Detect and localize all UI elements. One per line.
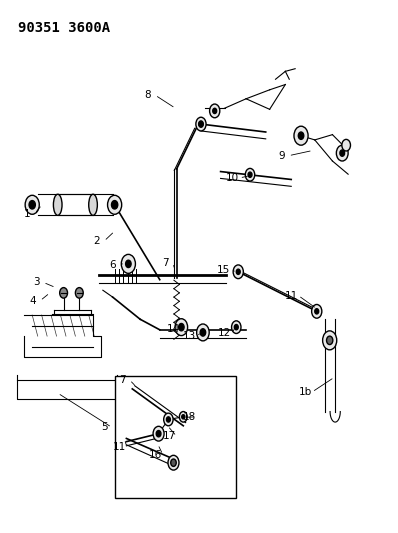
Circle shape [121, 254, 135, 273]
Circle shape [315, 309, 319, 314]
Circle shape [164, 413, 173, 426]
Circle shape [168, 455, 179, 470]
Circle shape [199, 121, 203, 127]
Circle shape [197, 324, 209, 341]
Circle shape [340, 150, 345, 156]
Circle shape [213, 108, 217, 114]
Circle shape [210, 104, 220, 118]
Text: 15: 15 [217, 265, 230, 275]
Circle shape [153, 426, 164, 441]
Text: 7: 7 [162, 258, 169, 268]
Circle shape [182, 415, 185, 419]
Circle shape [179, 324, 184, 331]
Circle shape [166, 417, 170, 422]
Text: 3: 3 [33, 277, 39, 287]
Ellipse shape [89, 194, 98, 215]
Text: 90351 3600A: 90351 3600A [18, 21, 111, 35]
Text: 11: 11 [113, 442, 126, 452]
Circle shape [234, 325, 238, 330]
Circle shape [342, 140, 351, 151]
Circle shape [75, 288, 83, 298]
Circle shape [312, 304, 322, 318]
Text: 1: 1 [24, 209, 31, 219]
Text: 2: 2 [94, 236, 100, 246]
Circle shape [107, 195, 122, 214]
Circle shape [233, 265, 243, 279]
Text: 4: 4 [30, 296, 36, 306]
Text: 18: 18 [183, 412, 196, 422]
Circle shape [111, 200, 118, 209]
Circle shape [232, 321, 241, 334]
Text: 10: 10 [226, 173, 239, 183]
Circle shape [60, 288, 68, 298]
Text: 5: 5 [101, 422, 108, 432]
Text: 1b: 1b [298, 387, 312, 397]
Circle shape [248, 172, 252, 177]
Circle shape [29, 200, 35, 209]
Ellipse shape [53, 194, 62, 215]
Circle shape [245, 168, 255, 181]
Circle shape [294, 126, 308, 145]
Circle shape [326, 336, 333, 344]
Circle shape [298, 132, 304, 140]
Text: 14: 14 [167, 324, 180, 334]
Circle shape [200, 329, 206, 336]
Text: 16: 16 [149, 450, 162, 460]
Circle shape [336, 145, 348, 161]
Text: 9: 9 [278, 151, 285, 161]
Text: 6: 6 [109, 261, 116, 270]
Circle shape [323, 331, 337, 350]
Text: 17: 17 [163, 431, 176, 441]
Text: 11: 11 [285, 290, 298, 301]
Circle shape [171, 459, 176, 466]
Text: 13: 13 [183, 331, 196, 341]
Circle shape [156, 431, 161, 437]
Circle shape [196, 117, 206, 131]
Text: 8: 8 [144, 90, 151, 100]
Circle shape [25, 195, 39, 214]
Text: 12: 12 [218, 328, 231, 338]
Circle shape [175, 319, 187, 336]
Circle shape [236, 269, 240, 274]
Circle shape [179, 411, 187, 422]
Bar [115, 376, 236, 497]
Circle shape [126, 260, 131, 268]
Text: 7: 7 [119, 375, 126, 385]
